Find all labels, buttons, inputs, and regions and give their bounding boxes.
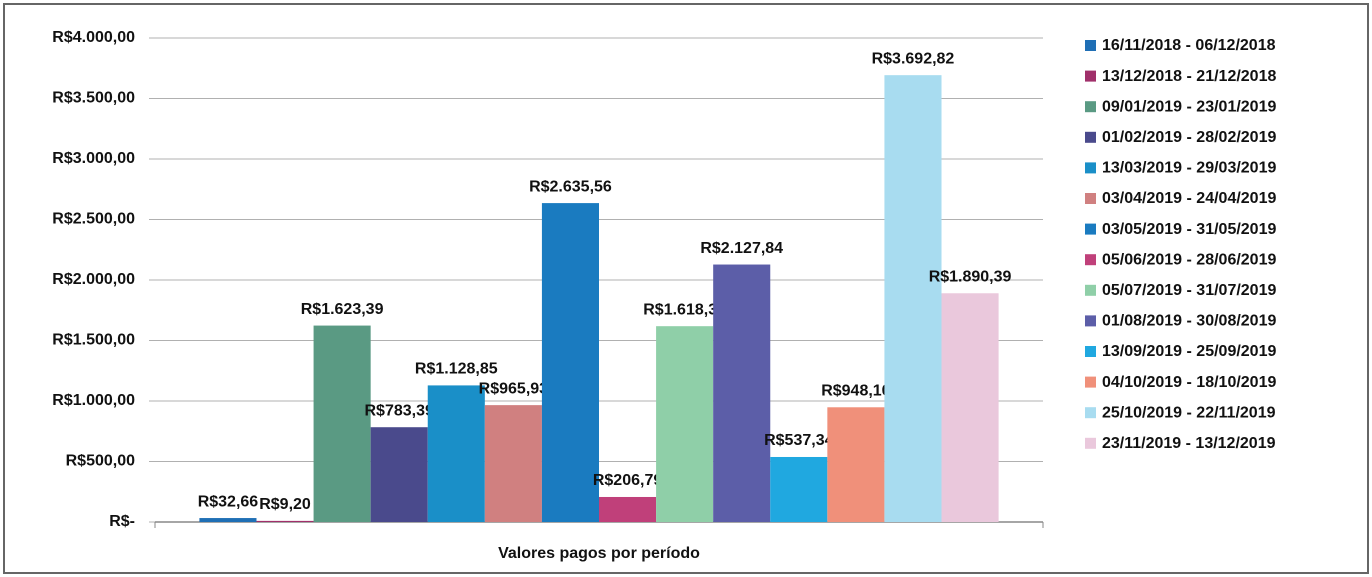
bar (713, 264, 771, 522)
legend-label: 16/11/2018 - 06/12/2018 (1102, 37, 1276, 54)
data-label: R$1.890,39 (929, 268, 1012, 285)
legend-label: 05/07/2019 - 31/07/2019 (1102, 282, 1276, 299)
data-label: R$948,10 (821, 382, 890, 399)
data-label: R$1.623,39 (301, 301, 384, 318)
legend-swatch (1085, 162, 1096, 174)
legend-swatch (1085, 315, 1096, 327)
y-tick-label: R$1.500,00 (52, 332, 135, 349)
legend-swatch (1085, 131, 1096, 143)
bar (256, 520, 314, 522)
data-label: R$2.127,84 (700, 240, 783, 257)
y-tick-label: R$2.500,00 (52, 211, 135, 228)
y-tick-label: R$- (109, 513, 135, 530)
data-label: R$206,79 (593, 472, 662, 489)
data-label: R$2.635,56 (529, 178, 612, 195)
data-label: R$1.618,32 (643, 301, 726, 318)
legend-label: 05/06/2019 - 28/06/2019 (1102, 251, 1276, 268)
data-label: R$537,34 (764, 432, 833, 449)
legend-swatch (1085, 223, 1096, 235)
y-tick-label: R$3.500,00 (52, 90, 135, 107)
data-label: R$965,93 (479, 380, 548, 397)
legend-label: 13/03/2019 - 29/03/2019 (1102, 160, 1276, 177)
data-label: R$1.128,85 (415, 361, 498, 378)
bar (884, 75, 942, 523)
bar (599, 496, 657, 522)
legend-swatch (1085, 437, 1096, 449)
legend-label: 13/09/2019 - 25/09/2019 (1102, 343, 1276, 360)
legend-swatch (1085, 101, 1096, 113)
y-tick-label: R$2.000,00 (52, 271, 135, 288)
legend-label: 01/08/2019 - 30/08/2019 (1102, 313, 1276, 330)
legend-label: 13/12/2018 - 21/12/2018 (1102, 68, 1276, 85)
legend-swatch (1085, 40, 1096, 51)
bar (827, 407, 885, 522)
legend-label: 03/05/2019 - 31/05/2019 (1102, 221, 1276, 238)
legend-swatch (1085, 346, 1096, 357)
legend-swatch (1085, 376, 1096, 388)
legend-label: 04/10/2019 - 18/10/2019 (1102, 374, 1276, 391)
data-label: R$3.692,82 (872, 50, 955, 67)
bar (313, 325, 371, 522)
legend-swatch (1085, 407, 1096, 419)
data-label: R$9,20 (259, 496, 311, 513)
legend-label: 25/10/2019 - 22/11/2019 (1102, 404, 1276, 421)
legend-swatch (1085, 254, 1096, 266)
bar (370, 427, 428, 522)
legend-label: 09/01/2019 - 23/01/2019 (1102, 98, 1276, 115)
legend-swatch (1085, 193, 1096, 204)
bar (427, 385, 485, 522)
legend-label: 23/11/2019 - 13/12/2019 (1102, 435, 1276, 452)
y-tick-label: R$3.000,00 (52, 150, 135, 167)
bar (941, 293, 999, 522)
bar (541, 203, 599, 523)
legend-label: 01/02/2019 - 28/02/2019 (1102, 129, 1276, 146)
data-label: R$783,39 (365, 402, 434, 419)
x-axis-title: Valores pagos por período (498, 545, 700, 562)
y-tick-label: R$500,00 (66, 453, 135, 470)
y-tick-label: R$1.000,00 (52, 392, 135, 409)
bar (770, 456, 828, 522)
bar (656, 326, 714, 522)
bar (484, 405, 542, 522)
bar (199, 518, 257, 522)
legend-swatch (1085, 284, 1096, 296)
legend-swatch (1085, 70, 1096, 82)
legend-label: 03/04/2019 - 24/04/2019 (1102, 190, 1276, 207)
y-tick-label: R$4.000,00 (52, 29, 135, 46)
data-label: R$32,66 (198, 493, 259, 510)
